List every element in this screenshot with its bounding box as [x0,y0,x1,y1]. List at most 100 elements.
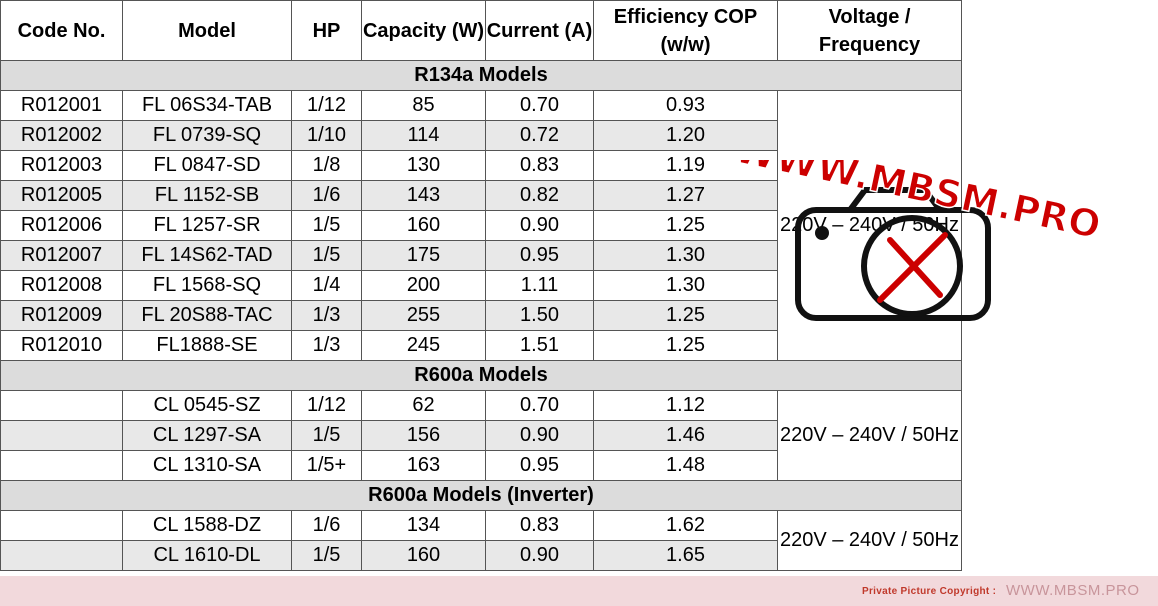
group-header-row: R600a Models [0,360,962,391]
cell-capacity: 163 [361,450,486,481]
table-row: CL 1610-DL 1/5 160 0.90 1.65 [0,540,962,571]
cell-model: CL 1610-DL [122,540,292,571]
cell-hp: 1/12 [291,390,362,421]
cell-cop: 0.93 [593,90,778,121]
header-current: Current (A) [485,0,594,61]
cell-capacity: 200 [361,270,486,301]
cell-hp: 1/6 [291,510,362,541]
footer-bar: Private Picture Copyright : WWW.MBSM.PRO [0,576,1158,606]
cell-voltage: 220V – 240V / 50Hz [777,90,962,361]
group-title: R600a Models (Inverter) [0,480,962,511]
cell-current: 1.50 [485,300,594,331]
cell-cop: 1.25 [593,300,778,331]
group-header-row: R134a Models [0,60,962,91]
cell-model: FL 1568-SQ [122,270,292,301]
cell-code: R012010 [0,330,123,361]
table-row: R012006 FL 1257-SR 1/5 160 0.90 1.25 [0,210,962,241]
table-row: CL 1588-DZ 1/6 134 0.83 1.62 220V – 240V / 50… [0,510,962,571]
cell-current: 0.82 [485,180,594,211]
cell-cop: 1.20 [593,120,778,151]
cell-capacity: 160 [361,540,486,571]
cell-code: R012001 [0,90,123,121]
table-row: CL 0545-SZ 1/12 62 0.70 1.12 220V – 240V / 50… [0,390,962,481]
cell-voltage: 220V – 240V / 50Hz [777,390,962,481]
cell-code [0,510,123,541]
cell-capacity: 175 [361,240,486,271]
cell-code: R012008 [0,270,123,301]
table-row: R012010 FL1888-SE 1/3 245 1.51 1.25 [0,330,962,361]
cell-current: 0.83 [485,150,594,181]
cell-hp: 1/5 [291,420,362,451]
cell-capacity: 130 [361,150,486,181]
cell-cop: 1.25 [593,330,778,361]
cell-cop: 1.62 [593,510,778,541]
table-row: R012002 FL 0739-SQ 1/10 114 0.72 1.20 [0,120,962,151]
header-row: Code No. Model HP Capacity (W) Current (… [0,0,962,61]
header-capacity: Capacity (W) [361,0,486,61]
cell-current: 0.70 [485,90,594,121]
cell-model: CL 1588-DZ [122,510,292,541]
table-row: R012005 FL 1152-SB 1/6 143 0.82 1.27 [0,180,962,211]
cell-hp: 1/5 [291,210,362,241]
header-cop: Efficiency COP (w/w) [593,0,778,61]
table-row: R012009 FL 20S88-TAC 1/3 255 1.50 1.25 [0,300,962,331]
cell-model: FL 1257-SR [122,210,292,241]
cell-capacity: 160 [361,210,486,241]
cell-current: 1.11 [485,270,594,301]
cell-hp: 1/4 [291,270,362,301]
cell-capacity: 114 [361,120,486,151]
cell-code: R012005 [0,180,123,211]
cell-current: 0.90 [485,420,594,451]
cell-current: 1.51 [485,330,594,361]
cell-current: 0.83 [485,510,594,541]
cell-cop: 1.27 [593,180,778,211]
cell-code: R012006 [0,210,123,241]
cell-cop: 1.12 [593,390,778,421]
cell-current: 0.90 [485,210,594,241]
cell-voltage: 220V – 240V / 50Hz [777,510,962,571]
group-title: R134a Models [0,60,962,91]
cell-model: CL 1297-SA [122,420,292,451]
cell-model: FL 0847-SD [122,150,292,181]
copyright-label: Private Picture Copyright : [862,586,997,597]
group-title: R600a Models [0,360,962,391]
cell-cop: 1.65 [593,540,778,571]
cell-capacity: 245 [361,330,486,361]
header-hp: HP [291,0,362,61]
cell-capacity: 156 [361,420,486,451]
cell-model: FL 14S62-TAD [122,240,292,271]
table-row: CL 1310-SA 1/5+ 163 0.95 1.48 [0,450,962,481]
header-voltage: Voltage / Frequency [777,0,962,61]
table-row: CL 1297-SA 1/5 156 0.90 1.46 [0,420,962,451]
cell-current: 0.70 [485,390,594,421]
cell-model: CL 0545-SZ [122,390,292,421]
cell-code [0,390,123,421]
cell-hp: 1/6 [291,180,362,211]
cell-current: 0.95 [485,240,594,271]
cell-capacity: 85 [361,90,486,121]
cell-code [0,540,123,571]
cell-code [0,420,123,451]
cell-hp: 1/5+ [291,450,362,481]
table-row: R012001 FL 06S34-TAB 1/12 85 0.70 0.93 220V – … [0,90,962,361]
table-body: R134a Models R012001 FL 06S34-TAB 1/12 85 0.7… [0,60,962,571]
cell-code: R012007 [0,240,123,271]
header-model: Model [122,0,292,61]
cell-model: CL 1310-SA [122,450,292,481]
brand-label: WWW.MBSM.PRO [1006,582,1140,599]
cell-model: FL1888-SE [122,330,292,361]
cell-cop: 1.30 [593,270,778,301]
cell-hp: 1/10 [291,120,362,151]
cell-current: 0.72 [485,120,594,151]
cell-model: FL 06S34-TAB [122,90,292,121]
cell-code [0,450,123,481]
header-code: Code No. [0,0,123,61]
cell-model: FL 0739-SQ [122,120,292,151]
cell-cop: 1.25 [593,210,778,241]
cell-code: R012009 [0,300,123,331]
cell-current: 0.90 [485,540,594,571]
table-row: R012007 FL 14S62-TAD 1/5 175 0.95 1.30 [0,240,962,271]
cell-current: 0.95 [485,450,594,481]
cell-capacity: 143 [361,180,486,211]
cell-hp: 1/5 [291,240,362,271]
